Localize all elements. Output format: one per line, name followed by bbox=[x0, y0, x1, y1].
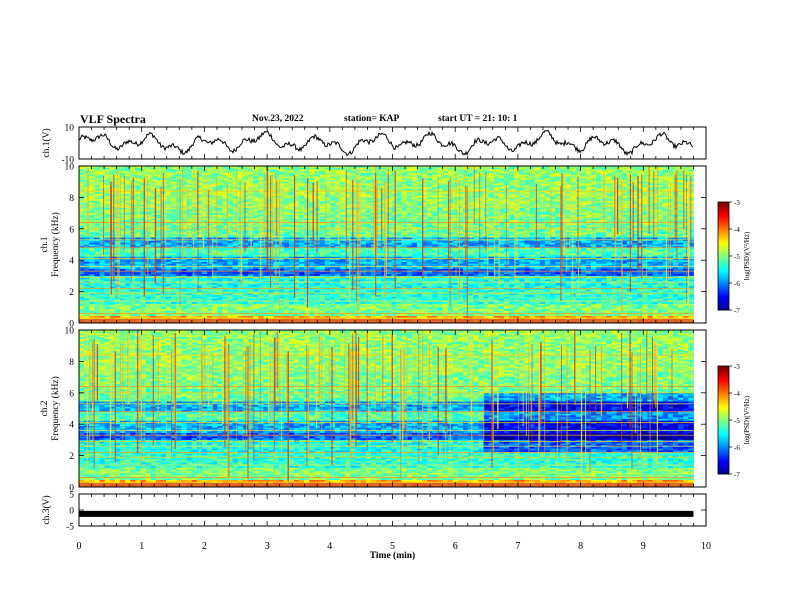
colorbar-tick-label-2: -7 bbox=[734, 471, 740, 479]
ch2s-ytick-label: 0 bbox=[69, 484, 74, 494]
colorbar-label-2: log(PSD)(V²/Hz) bbox=[743, 395, 751, 444]
x-tick-label: 2 bbox=[202, 541, 207, 552]
ch3w-ytick-label: 5 bbox=[69, 491, 74, 501]
ch1s-ytick-label: 2 bbox=[69, 288, 74, 298]
ch2s-ytick-label: 2 bbox=[69, 452, 74, 462]
colorbar-tick-label-2: -4 bbox=[734, 390, 740, 398]
ch1s-ytick-label: 10 bbox=[65, 163, 75, 173]
ch1w-ytick-label: 10 bbox=[65, 124, 75, 134]
x-tick-label: 9 bbox=[641, 541, 646, 552]
start-time-label: start UT = 21: 10: 1 bbox=[438, 114, 517, 124]
colorbar-tick-label-1: -4 bbox=[734, 226, 740, 234]
ch3w-ytick-label: -5 bbox=[66, 523, 74, 533]
ch1s-ytick-label: 0 bbox=[69, 320, 74, 330]
x-tick-label: 7 bbox=[515, 541, 520, 552]
colorbar-2 bbox=[717, 365, 730, 475]
x-tick-label: 10 bbox=[701, 541, 711, 552]
x-tick-label: 1 bbox=[139, 541, 144, 552]
ch1-spectrogram-image bbox=[79, 166, 694, 324]
ch2s-ytick-label: 6 bbox=[69, 389, 74, 399]
ch1-waveform-trace bbox=[78, 129, 694, 157]
x-tick-label: 3 bbox=[265, 541, 270, 552]
colorbar-tick-label-1: -7 bbox=[734, 307, 740, 315]
ch2s-ytick-label: 10 bbox=[65, 327, 75, 337]
colorbar-tick-label-2: -3 bbox=[734, 363, 740, 371]
x-tick-label: 0 bbox=[77, 541, 82, 552]
ch2-spectrogram-ylabel-freq: Frequency (kHz) bbox=[50, 376, 61, 441]
ch3-waveform-ylabel: ch.3(V) bbox=[41, 495, 52, 524]
ch1s-ytick-label: 6 bbox=[69, 225, 74, 235]
ch2s-ytick-label: 4 bbox=[69, 421, 74, 431]
x-tick-label: 8 bbox=[578, 541, 583, 552]
colorbar-tick-label-2: -5 bbox=[734, 417, 740, 425]
ch1s-ytick-label: 8 bbox=[69, 194, 74, 204]
ch1-spectrogram-ylabel-freq: Frequency (kHz) bbox=[50, 212, 61, 277]
ch3w-ytick-label: 0 bbox=[69, 507, 74, 517]
x-axis-label: Time (min) bbox=[370, 550, 415, 561]
colorbar-tick-label-1: -6 bbox=[734, 280, 740, 288]
ch2s-ytick-label: 8 bbox=[69, 358, 74, 368]
ch2-spectrogram-ylabel-ch: ch.2 bbox=[40, 400, 50, 416]
colorbar-label-1: log(PSD)(V²/Hz) bbox=[743, 231, 751, 280]
x-tick-label: 6 bbox=[453, 541, 458, 552]
ch1s-ytick-label: 4 bbox=[69, 257, 74, 267]
colorbar-1 bbox=[717, 201, 730, 311]
ch1w-ytick-label: -10 bbox=[61, 156, 74, 166]
x-tick-label: 4 bbox=[327, 541, 332, 552]
ch1-waveform-ylabel: ch.1(V) bbox=[41, 128, 52, 157]
x-tick-label: 5 bbox=[390, 541, 395, 552]
ch1-spectrogram-ylabel-ch: ch.1 bbox=[40, 236, 50, 252]
chart-title: VLF Spectra bbox=[80, 112, 146, 127]
date-label: Nov.23, 2022 bbox=[252, 114, 303, 124]
colorbar-tick-label-1: -5 bbox=[734, 253, 740, 261]
station-label: station= KAP bbox=[344, 114, 399, 124]
colorbar-tick-label-2: -6 bbox=[734, 444, 740, 452]
ch2-spectrogram-image bbox=[79, 330, 694, 488]
colorbar-tick-label-1: -3 bbox=[734, 199, 740, 207]
